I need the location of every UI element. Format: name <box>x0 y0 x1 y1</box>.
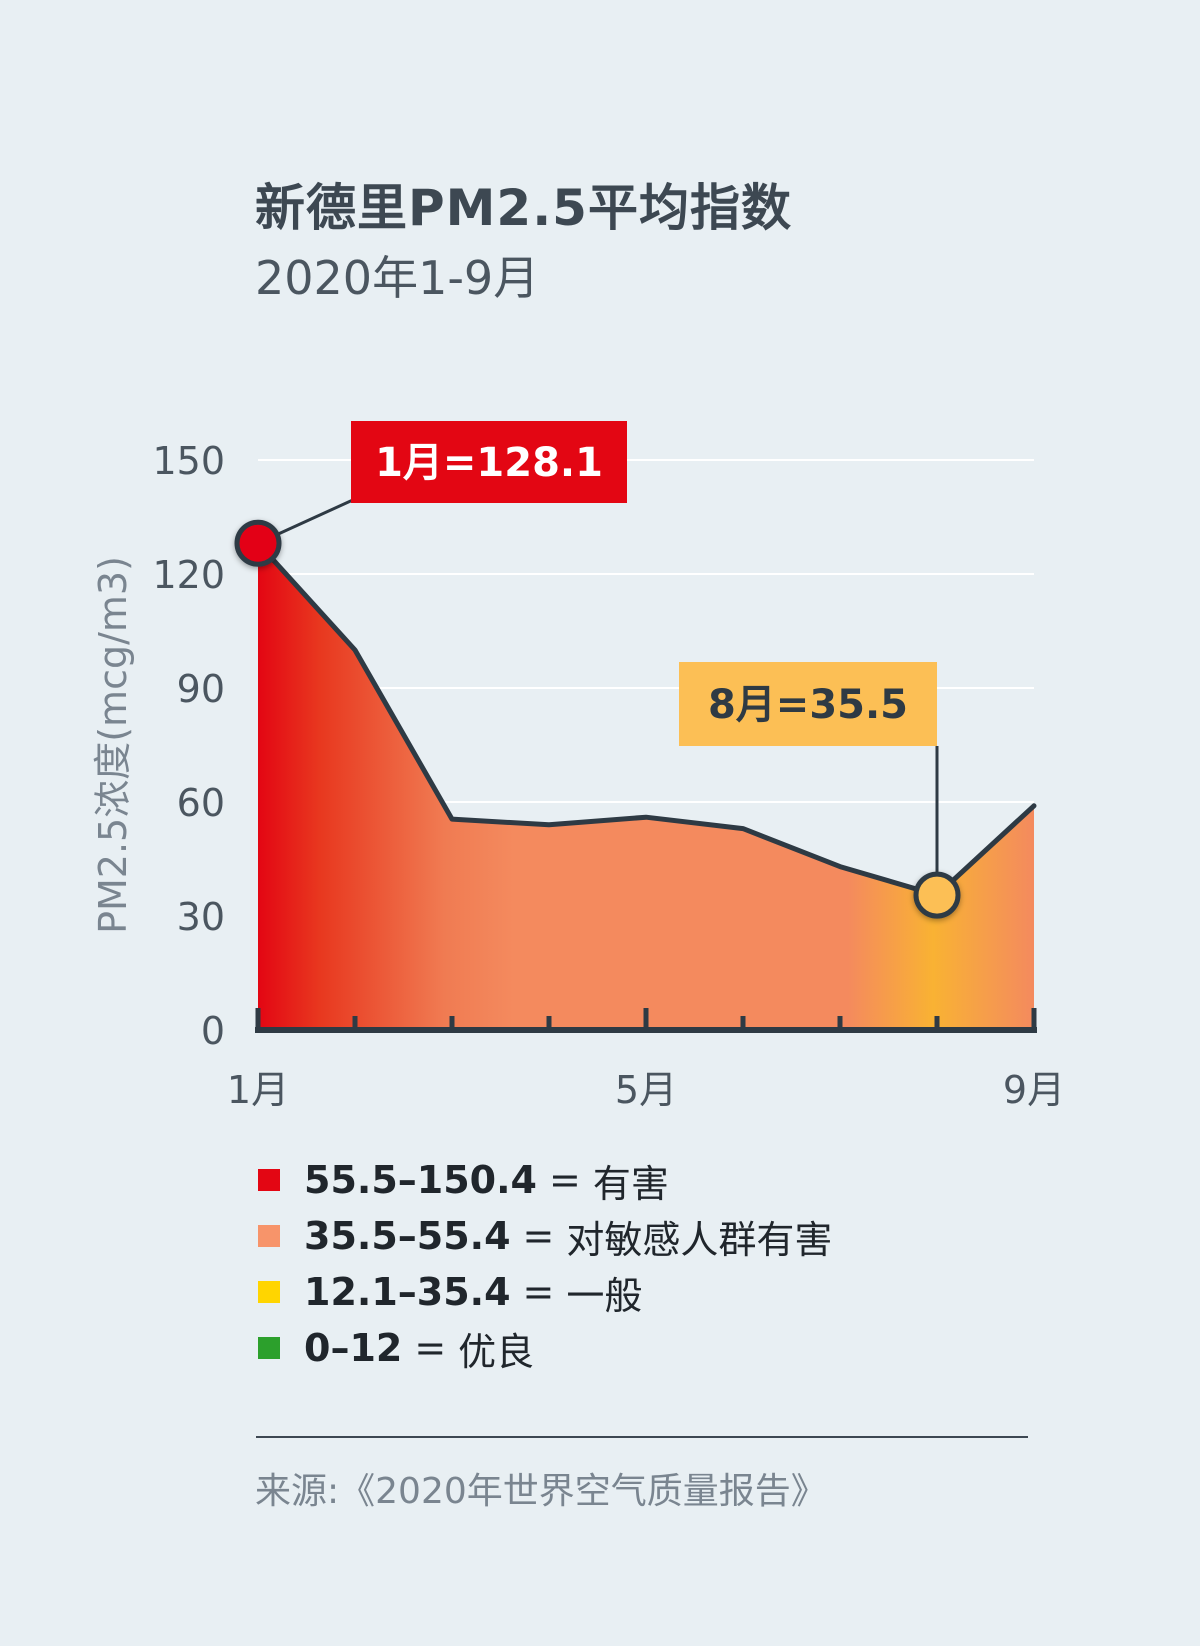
annotation-box-jan <box>351 421 627 503</box>
y-tick-label: 120 <box>152 553 225 597</box>
series-line <box>255 540 1037 898</box>
pm25-area-chart: 0 30 60 90 120 150 PM2.5浓度(mcg/m3) 1月 5月 9月 1月=12… <box>91 421 1065 1112</box>
legend-range: 12.1–35.4 <box>304 1270 511 1314</box>
legend-range: 55.5–150.4 <box>304 1158 537 1202</box>
y-tick-label: 90 <box>177 667 225 711</box>
annotation-box-aug <box>679 662 937 746</box>
legend-label: 有害 <box>592 1161 669 1206</box>
legend-equals: = <box>522 1214 555 1258</box>
annotation-marker-aug <box>913 871 961 919</box>
x-tick-label: 1月 <box>227 1068 289 1112</box>
annotation-label-aug: 8月=35.5 <box>708 682 908 728</box>
area-fill <box>258 543 1034 1030</box>
page-title: 新德里PM2.5平均指数 <box>255 179 792 237</box>
legend-equals: = <box>414 1326 447 1370</box>
legend-swatch-hazardous <box>258 1169 280 1191</box>
annotation-marker-jan <box>234 519 282 567</box>
annotation-label-jan: 1月=128.1 <box>375 440 603 486</box>
legend-label: 优良 <box>458 1329 535 1374</box>
y-tick-label: 60 <box>177 781 225 825</box>
area-layer <box>255 540 1037 1030</box>
x-tick-label: 5月 <box>615 1068 677 1112</box>
legend-label: 一般 <box>566 1273 643 1318</box>
legend-item-hazardous: 55.5–150.4 = 有害 <box>258 1152 832 1208</box>
x-tick-label: 9月 <box>1003 1068 1065 1112</box>
y-axis-label: PM2.5浓度(mcg/m3) <box>91 556 135 934</box>
legend-range: 35.5–55.4 <box>304 1214 511 1258</box>
legend-swatch-sensitive <box>258 1225 280 1247</box>
legend: 55.5–150.4 = 有害 35.5–55.4 = 对敏感人群有害 12.1… <box>258 1152 832 1376</box>
legend-item-good: 0–12 = 优良 <box>258 1320 832 1376</box>
axes: 0 30 60 90 120 150 PM2.5浓度(mcg/m3) 1月 5月 9月 <box>91 439 1065 1112</box>
legend-range: 0–12 <box>304 1326 403 1370</box>
legend-swatch-moderate <box>258 1281 280 1303</box>
y-tick-label: 30 <box>177 895 225 939</box>
source-note: 来源:《2020年世界空气质量报告》 <box>255 1471 827 1512</box>
legend-item-sensitive: 35.5–55.4 = 对敏感人群有害 <box>258 1208 832 1264</box>
legend-swatch-good <box>258 1337 280 1359</box>
footer-divider <box>256 1436 1028 1438</box>
y-tick-label: 150 <box>152 439 225 483</box>
y-tick-label: 0 <box>201 1009 225 1053</box>
legend-label: 对敏感人群有害 <box>566 1217 833 1262</box>
legend-item-moderate: 12.1–35.4 = 一般 <box>258 1264 832 1320</box>
legend-equals: = <box>548 1158 581 1202</box>
annotations: 1月=128.1 8月=35.5 <box>234 421 961 919</box>
page-subtitle: 2020年1-9月 <box>255 251 540 305</box>
legend-equals: = <box>522 1270 555 1314</box>
